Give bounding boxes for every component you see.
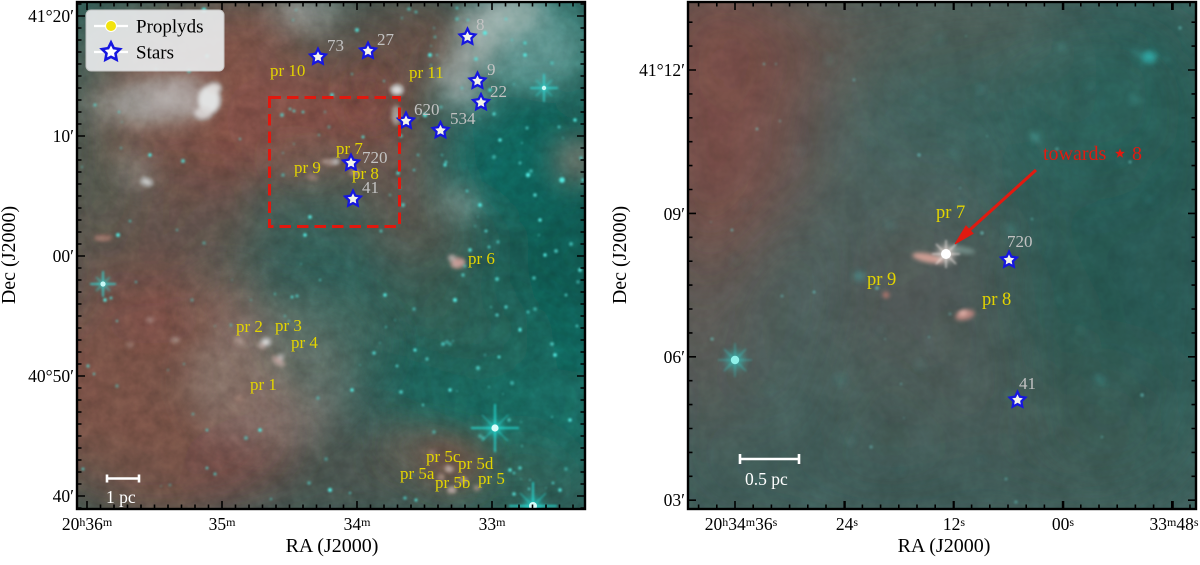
svg-text:0.5 pc: 0.5 pc — [745, 469, 788, 489]
svg-text:22: 22 — [490, 82, 507, 101]
svg-text:41: 41 — [362, 178, 379, 197]
svg-text:41°20′: 41°20′ — [28, 6, 74, 26]
svg-text:pr 7: pr 7 — [936, 203, 965, 223]
svg-text:8: 8 — [476, 15, 485, 34]
svg-text:20h36m: 20h36m — [62, 514, 113, 534]
svg-text:41: 41 — [1019, 374, 1036, 393]
svg-text:pr 5a: pr 5a — [400, 464, 435, 483]
svg-text:00s: 00s — [1052, 514, 1075, 534]
svg-text:pr 9: pr 9 — [294, 158, 321, 177]
svg-text:06′: 06′ — [664, 347, 685, 367]
svg-text:73: 73 — [327, 36, 344, 55]
svg-text:33m48s: 33m48s — [1149, 514, 1198, 534]
svg-text:09′: 09′ — [664, 204, 685, 224]
svg-text:20h34m36s: 20h34m36s — [705, 514, 778, 534]
svg-text:720: 720 — [1007, 232, 1033, 251]
svg-text:12s: 12s — [943, 514, 966, 534]
svg-text:Dec (J2000): Dec (J2000) — [609, 206, 631, 304]
svg-text:Proplyds: Proplyds — [136, 17, 204, 38]
svg-text:41°12′: 41°12′ — [639, 60, 685, 80]
svg-text:34m: 34m — [344, 514, 372, 534]
svg-text:24s: 24s — [836, 514, 859, 534]
svg-text:10′: 10′ — [53, 126, 74, 146]
svg-text:Stars: Stars — [136, 43, 174, 64]
svg-text:pr 5d: pr 5d — [458, 454, 494, 473]
svg-text:Dec (J2000): Dec (J2000) — [0, 206, 20, 304]
svg-text:RA (J2000): RA (J2000) — [898, 535, 991, 557]
svg-text:pr 8: pr 8 — [982, 290, 1011, 310]
svg-text:720: 720 — [362, 148, 388, 167]
svg-text:pr 5b: pr 5b — [435, 473, 470, 492]
svg-text:towards: towards — [1043, 143, 1107, 165]
svg-text:1 pc: 1 pc — [106, 487, 136, 507]
svg-text:pr 4: pr 4 — [291, 333, 318, 352]
svg-text:pr 11: pr 11 — [409, 63, 444, 82]
svg-text:pr 9: pr 9 — [867, 270, 896, 290]
svg-text:pr 6: pr 6 — [468, 249, 495, 268]
svg-text:RA (J2000): RA (J2000) — [286, 535, 379, 557]
svg-text:8: 8 — [1132, 143, 1142, 165]
svg-text:pr 7: pr 7 — [336, 139, 363, 158]
svg-text:03′: 03′ — [664, 490, 685, 510]
svg-text:33m: 33m — [479, 514, 507, 534]
svg-text:40°50′: 40°50′ — [28, 366, 74, 386]
svg-text:27: 27 — [377, 30, 395, 49]
svg-text:534: 534 — [450, 109, 476, 128]
svg-text:pr 3: pr 3 — [275, 316, 302, 335]
svg-text:pr 5c: pr 5c — [426, 447, 461, 466]
svg-text:00′: 00′ — [53, 246, 74, 266]
svg-text:pr 2: pr 2 — [236, 317, 263, 336]
svg-text:620: 620 — [414, 100, 440, 119]
svg-text:pr 1: pr 1 — [250, 375, 277, 394]
svg-text:pr 10: pr 10 — [270, 61, 305, 80]
svg-text:pr 5: pr 5 — [478, 469, 505, 488]
svg-text:pr 8: pr 8 — [352, 164, 379, 183]
svg-text:9: 9 — [487, 60, 496, 79]
svg-text:35m: 35m — [209, 514, 237, 534]
svg-text:40′: 40′ — [53, 486, 74, 506]
